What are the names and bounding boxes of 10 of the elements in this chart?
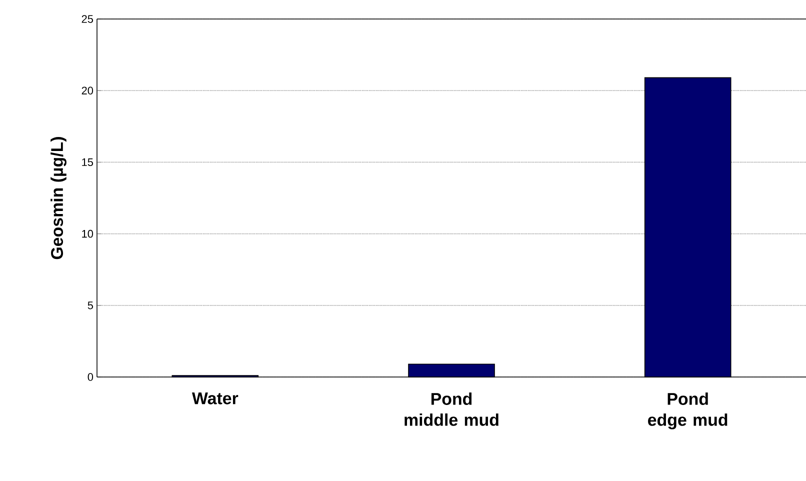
y-tick-label: 10 (82, 230, 94, 238)
y-tick-label: 20 (82, 86, 94, 94)
x-tick-label: Water (192, 392, 238, 404)
y-tick-label: 15 (82, 158, 94, 166)
y-axis-title: Geosmin (µg/L) (50, 137, 66, 260)
y-tick-label: 0 (88, 373, 94, 381)
y-tick-label: 25 (82, 15, 94, 23)
x-tick-label: Pond middle mud (404, 392, 498, 426)
y-tick-label: 5 (88, 302, 94, 310)
x-tick-label: Pond edge mud (648, 392, 728, 430)
